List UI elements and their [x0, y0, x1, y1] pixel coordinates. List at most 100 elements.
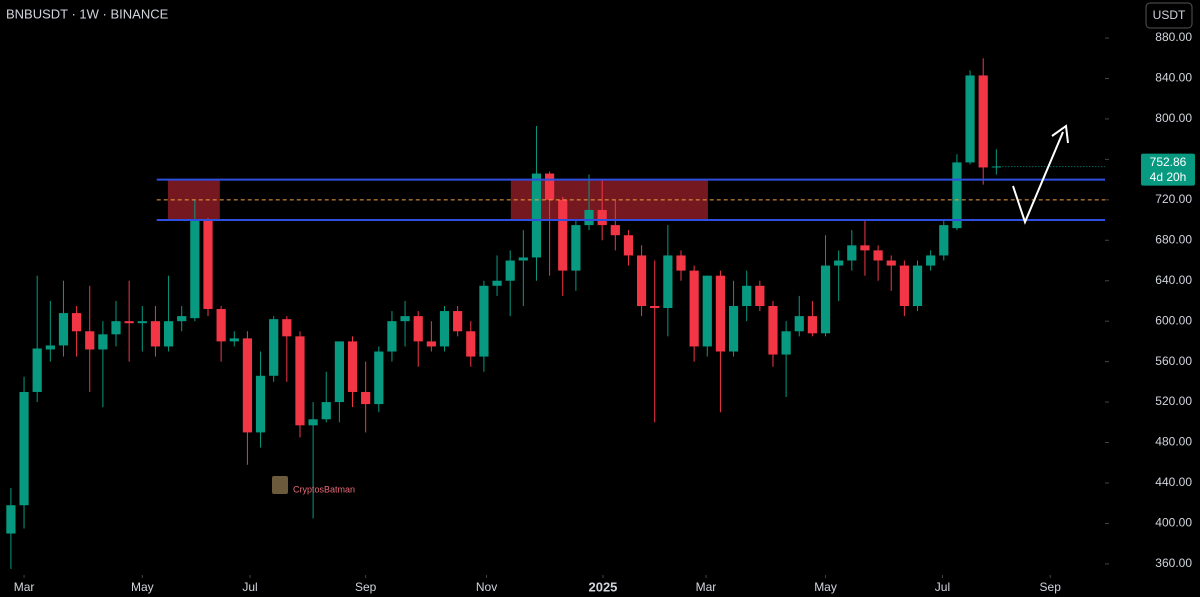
last-price-box: [1141, 153, 1195, 186]
candle-body: [374, 351, 384, 405]
currency-box: [1145, 2, 1193, 29]
candle-body: [466, 331, 476, 357]
x-tick-label: Mar: [696, 580, 717, 594]
candle-body: [926, 255, 936, 266]
currency-label: USDT: [1153, 8, 1186, 22]
y-tick-label: 840.00: [1155, 71, 1192, 85]
candle-body: [663, 255, 673, 309]
candle-body: [873, 250, 883, 261]
countdown-label: 4d 20h: [1150, 170, 1187, 184]
candle-body: [820, 265, 831, 334]
candle-body: [623, 235, 634, 256]
y-tick-label: 720.00: [1155, 192, 1192, 206]
y-tick-label: 400.00: [1155, 516, 1192, 530]
candle-body: [308, 419, 318, 426]
candle-body: [229, 338, 239, 342]
candle-body: [190, 220, 200, 319]
candle-body: [939, 225, 949, 256]
candle-body: [636, 255, 647, 307]
y-tick-label: 640.00: [1155, 273, 1192, 287]
candle-body: [847, 245, 857, 261]
candle-body: [163, 321, 174, 347]
candle-body: [98, 334, 108, 350]
candle-body: [269, 319, 279, 376]
candle-body: [505, 260, 515, 281]
overlay-layer: [156, 166, 1105, 222]
candle-body: [912, 265, 923, 307]
candle-body: [978, 75, 988, 168]
candle-body: [111, 321, 121, 335]
y-tick-label: 480.00: [1155, 435, 1192, 449]
candle-body: [137, 321, 147, 324]
candle-body: [834, 260, 844, 266]
candle-body: [295, 336, 305, 426]
watermark: CryptosBatman: [293, 484, 355, 494]
candle-body: [439, 311, 450, 347]
candle-body: [794, 316, 804, 332]
y-tick-label: 880.00: [1155, 30, 1192, 44]
candle-body: [676, 255, 686, 271]
candle-body: [650, 306, 660, 309]
y-tick-label: 800.00: [1155, 111, 1192, 125]
last-price-label: 752.86: [1150, 155, 1187, 169]
x-tick-label: 2025: [588, 579, 617, 594]
candle-body: [952, 162, 962, 229]
candle-body: [255, 375, 266, 433]
candle-body: [702, 275, 712, 347]
candle-body: [400, 316, 410, 322]
candle-body: [6, 505, 16, 534]
candle-body: [742, 285, 752, 307]
candle-body: [768, 306, 778, 355]
candle-body: [715, 275, 726, 352]
candle-body: [545, 173, 555, 200]
candle-body: [755, 285, 765, 307]
y-tick-label: 520.00: [1155, 394, 1192, 408]
candle-body: [689, 270, 699, 347]
candle-body: [807, 316, 817, 334]
candle-body: [216, 309, 226, 342]
candle-body: [19, 391, 29, 506]
candle-body: [321, 402, 331, 420]
candle-body: [518, 257, 528, 261]
watermark-icon: [272, 476, 288, 494]
chart-title: BNBUSDT · 1W · BINANCE: [6, 6, 169, 21]
candle-body: [177, 316, 187, 322]
candle-body: [610, 225, 620, 236]
candle-body: [453, 311, 463, 332]
candle-body: [361, 391, 371, 405]
arrow-head: [1051, 124, 1069, 144]
candle-body: [886, 260, 896, 266]
x-tick-label: May: [814, 580, 837, 594]
candle-body: [531, 173, 542, 258]
candle-body: [124, 321, 134, 324]
candle-body: [347, 341, 358, 392]
x-tick-label: Nov: [476, 580, 497, 594]
candle-body: [781, 331, 791, 355]
x-tick-label: Jul: [935, 580, 950, 594]
y-tick-label: 680.00: [1155, 232, 1192, 246]
arrow: [1012, 131, 1064, 225]
candle-body: [558, 199, 568, 271]
candle-body: [860, 245, 870, 251]
candle-body: [387, 321, 397, 352]
x-tick-label: May: [131, 580, 154, 594]
candle-body: [282, 319, 292, 337]
candle-body: [492, 280, 502, 286]
candle-body: [597, 209, 607, 226]
y-tick-label: 360.00: [1155, 556, 1192, 570]
candle-body: [242, 338, 253, 433]
candle-body: [479, 285, 489, 357]
candle-body: [426, 341, 436, 347]
candle-body: [334, 341, 344, 403]
candle-body: [72, 313, 82, 332]
candle-body: [899, 265, 909, 307]
x-tick-label: Mar: [14, 580, 35, 594]
candle-body: [32, 348, 42, 392]
candle-body: [58, 313, 69, 346]
candle-body: [150, 321, 161, 347]
x-tick-label: Sep: [1040, 580, 1062, 594]
candle-body: [203, 220, 213, 310]
x-tick-label: Jul: [242, 580, 257, 594]
